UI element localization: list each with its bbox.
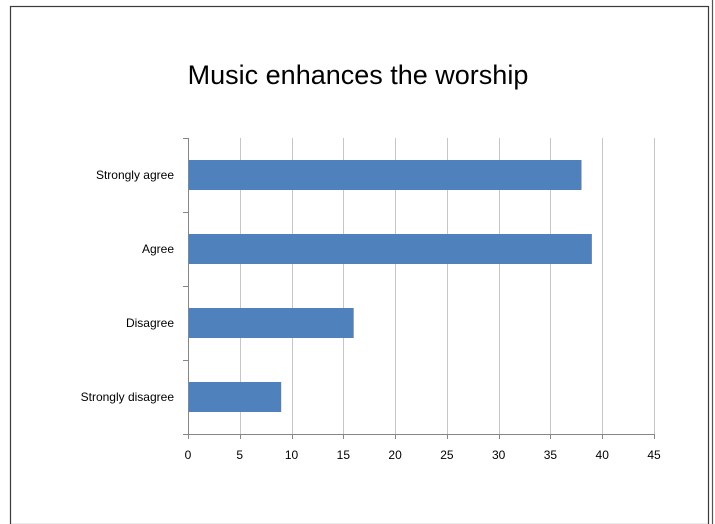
bar: [188, 308, 354, 338]
category-label: Strongly agree: [96, 168, 174, 182]
bars: [188, 160, 592, 412]
x-tick-label: 30: [492, 448, 506, 462]
category-label: Disagree: [126, 316, 174, 330]
x-tick-label: 25: [440, 448, 454, 462]
bar: [188, 382, 282, 412]
x-tick-label: 15: [337, 448, 351, 462]
x-tick-label: 40: [596, 448, 610, 462]
x-tick-label: 35: [544, 448, 558, 462]
x-tick-label: 45: [647, 448, 661, 462]
x-tick-label: 10: [285, 448, 299, 462]
category-label: Agree: [142, 242, 174, 256]
chart-border: [9, 5, 710, 524]
axes: [183, 138, 655, 439]
bar: [188, 234, 592, 264]
bar: [188, 160, 582, 190]
x-tick-label: 0: [185, 448, 192, 462]
labels: 0 5 10 15 20 25 30 35 40 45 Strongly agree Agree Dis…: [81, 168, 661, 462]
x-tick-label: 20: [388, 448, 402, 462]
chart-title: Music enhances the worship: [188, 60, 529, 90]
x-tick-label: 5: [236, 448, 243, 462]
category-label: Strongly disagree: [81, 390, 175, 404]
